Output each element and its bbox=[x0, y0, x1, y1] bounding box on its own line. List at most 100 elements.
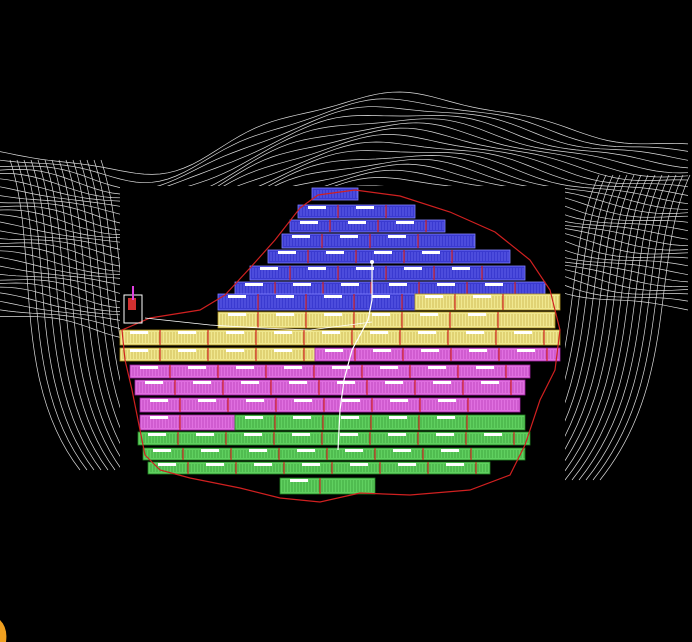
block-tag bbox=[178, 349, 196, 352]
contour bbox=[9, 159, 81, 471]
block-tag bbox=[356, 267, 374, 270]
ramp-line bbox=[337, 262, 373, 451]
corner-tab bbox=[0, 620, 7, 642]
block-tag bbox=[332, 366, 350, 369]
block-tag bbox=[244, 433, 262, 436]
block-tag bbox=[446, 463, 464, 466]
block-tag bbox=[514, 331, 532, 334]
block-tag bbox=[226, 349, 244, 352]
block-tag bbox=[274, 349, 292, 352]
contour bbox=[0, 150, 689, 232]
block-tag bbox=[322, 331, 340, 334]
contour bbox=[571, 174, 663, 481]
contour bbox=[0, 115, 689, 195]
block-tag bbox=[348, 221, 366, 224]
block-tag bbox=[245, 283, 263, 286]
block-tag bbox=[466, 331, 484, 334]
block-tag bbox=[193, 381, 211, 384]
contour bbox=[0, 158, 689, 239]
block-tag bbox=[342, 399, 360, 402]
block-tag bbox=[345, 449, 363, 452]
contour bbox=[0, 169, 689, 254]
block-tag bbox=[260, 267, 278, 270]
block-tag bbox=[206, 463, 224, 466]
block-tag bbox=[393, 449, 411, 452]
block-tag bbox=[388, 433, 406, 436]
block-tag bbox=[380, 366, 398, 369]
block-tag bbox=[396, 221, 414, 224]
block-tag bbox=[130, 349, 148, 352]
block-tag bbox=[388, 235, 406, 238]
block-tag bbox=[308, 206, 326, 209]
access-line bbox=[144, 317, 373, 331]
contour bbox=[0, 127, 689, 210]
block-tag bbox=[300, 221, 318, 224]
block-tag bbox=[284, 366, 302, 369]
contour bbox=[550, 174, 642, 481]
block-tag bbox=[373, 349, 391, 352]
block-tag bbox=[130, 331, 148, 334]
contour bbox=[557, 174, 649, 481]
contour bbox=[564, 174, 656, 481]
contour bbox=[585, 174, 677, 481]
block-tag bbox=[276, 313, 294, 316]
block-tag bbox=[326, 251, 344, 254]
block-tag bbox=[428, 366, 446, 369]
block-tag bbox=[350, 463, 368, 466]
block-tag bbox=[452, 267, 470, 270]
block-tag bbox=[436, 433, 454, 436]
ramp-point bbox=[370, 260, 374, 264]
block-tag bbox=[148, 433, 166, 436]
block-tag bbox=[473, 295, 491, 298]
block-tag bbox=[370, 331, 388, 334]
pit-boundary bbox=[121, 189, 561, 503]
block-tag bbox=[145, 381, 163, 384]
block-tag bbox=[337, 381, 355, 384]
contour bbox=[30, 159, 102, 471]
block-tag bbox=[422, 251, 440, 254]
block-tag bbox=[276, 295, 294, 298]
block-tag bbox=[274, 331, 292, 334]
block-tag bbox=[249, 449, 267, 452]
block-tag bbox=[340, 235, 358, 238]
block-tag bbox=[290, 479, 308, 482]
block-tag bbox=[340, 433, 358, 436]
block-tag bbox=[385, 381, 403, 384]
block-tag bbox=[341, 416, 359, 419]
contour bbox=[0, 98, 689, 184]
contour bbox=[0, 177, 689, 262]
block-tag bbox=[292, 433, 310, 436]
block-tag bbox=[158, 463, 176, 466]
contour bbox=[0, 163, 689, 246]
block-tag bbox=[292, 235, 310, 238]
block-tag bbox=[485, 283, 503, 286]
block-tag bbox=[245, 416, 263, 419]
shaft-marker bbox=[128, 298, 136, 310]
block-tag bbox=[389, 283, 407, 286]
block-tag bbox=[433, 381, 451, 384]
contour bbox=[58, 159, 130, 471]
block-tag bbox=[196, 433, 214, 436]
block-row bbox=[234, 414, 526, 431]
contour bbox=[578, 174, 670, 481]
contour bbox=[543, 174, 635, 481]
block-tag bbox=[438, 399, 456, 402]
block-tag bbox=[228, 295, 246, 298]
block-tag bbox=[324, 295, 342, 298]
block-tag bbox=[294, 399, 312, 402]
contour bbox=[0, 134, 689, 219]
block-tag bbox=[398, 463, 416, 466]
block-tag bbox=[468, 313, 486, 316]
contour bbox=[0, 155, 689, 235]
contour bbox=[0, 122, 689, 202]
contour bbox=[51, 159, 123, 471]
block-tag bbox=[198, 399, 216, 402]
block-tag bbox=[324, 313, 342, 316]
block-tag bbox=[302, 463, 320, 466]
block-tag bbox=[372, 313, 390, 316]
contour bbox=[23, 159, 95, 471]
block-tag bbox=[278, 251, 296, 254]
block-tag bbox=[341, 283, 359, 286]
block-tag bbox=[325, 349, 343, 352]
